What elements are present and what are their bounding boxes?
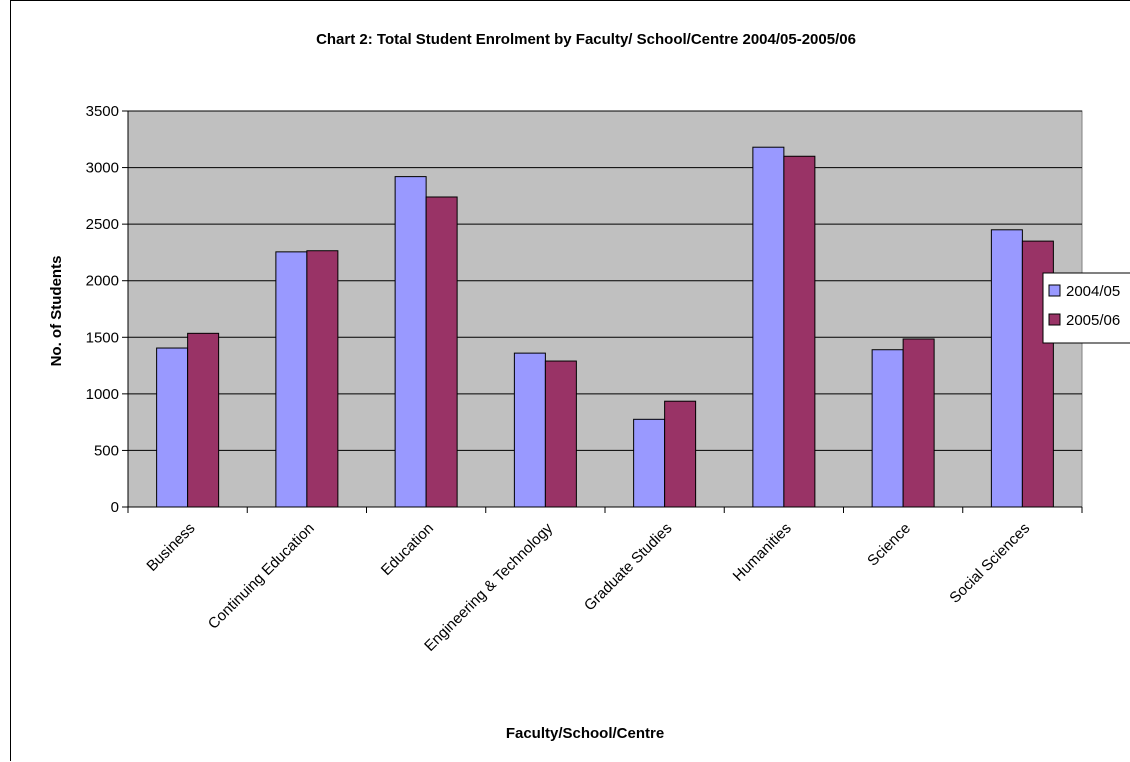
bar-2005-06-4 — [664, 400, 697, 508]
y-tick-label: 2500 — [86, 216, 119, 233]
y-tick-label: 3000 — [86, 160, 119, 177]
bar-chart: Chart 2: Total Student Enrolment by Facu… — [48, 31, 1130, 742]
bar-2004-05-7 — [990, 229, 1023, 508]
chart-title: Chart 2: Total Student Enrolment by Facu… — [316, 31, 856, 48]
legend-swatch — [1048, 313, 1061, 326]
bar-2005-06-0 — [187, 332, 220, 508]
y-tick-label: 2000 — [86, 273, 119, 290]
y-tick-label: 1500 — [86, 329, 119, 346]
x-axis-title: Faculty/School/Centre — [506, 725, 664, 742]
plot-area — [127, 110, 1083, 508]
x-tick-label: Engineering & Technology — [421, 519, 556, 654]
x-axis-ticks: Business Continuing Education EducationEng… — [127, 507, 1083, 655]
bar-2004-05-0 — [156, 347, 189, 508]
y-tick-label: 0 — [111, 499, 119, 516]
chart-frame: Chart 2: Total Student Enrolment by Facu… — [10, 0, 1130, 761]
x-tick-label: Education — [378, 520, 437, 579]
bar-2004-05-6 — [871, 349, 904, 508]
y-axis-title: No. of Students — [48, 256, 65, 367]
bar-2005-06-2 — [425, 196, 458, 508]
legend-label: 2004/05 — [1066, 283, 1120, 300]
legend: 2004/05 2005/06 — [1042, 272, 1130, 344]
x-tick-label: Science — [864, 520, 914, 570]
x-tick-label: Social Sciences — [946, 520, 1033, 607]
bar-2005-06-6 — [902, 338, 935, 508]
y-tick-label: 3500 — [86, 103, 119, 120]
bar-2005-06-3 — [544, 360, 577, 508]
x-tick-label: Continuing Education — [205, 520, 318, 633]
bar-2004-05-4 — [633, 418, 666, 508]
bar-2004-05-1 — [275, 251, 308, 508]
legend-label: 2005/06 — [1066, 312, 1120, 329]
x-tick-label: Graduate Studies — [581, 520, 676, 615]
bar-2005-06-5 — [783, 155, 816, 508]
bars — [156, 146, 1054, 508]
bar-2005-06-1 — [306, 250, 339, 508]
y-tick-label: 500 — [94, 442, 119, 459]
y-axis-ticks: 0 500 1000 1500 2000 2500 3000 3500 — [86, 103, 128, 516]
bar-2004-05-5 — [752, 146, 785, 508]
x-tick-label: Business — [143, 520, 198, 575]
bar-2004-05-3 — [513, 352, 546, 508]
legend-swatch — [1048, 284, 1061, 297]
bar-2004-05-2 — [394, 176, 427, 508]
x-tick-label: Humanities — [730, 520, 795, 585]
y-tick-label: 1000 — [86, 386, 119, 403]
